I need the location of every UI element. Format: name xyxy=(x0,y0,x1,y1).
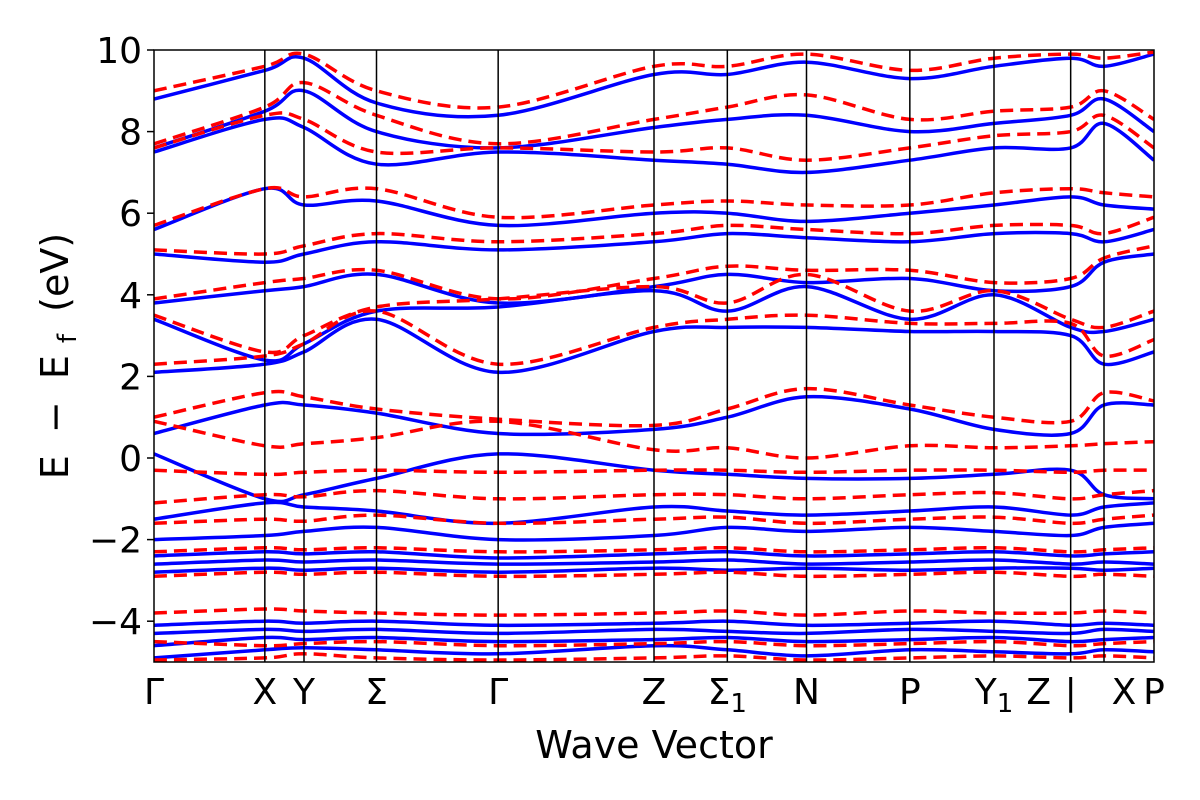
dashed-band-line-15 xyxy=(154,111,1154,162)
x-tick-label-12: X xyxy=(1112,672,1137,713)
x-axis: Γ X Y Σ Γ Z Σ1 N P Y1 Z | X P xyxy=(144,672,1165,719)
y-axis-label-dash: − xyxy=(33,401,77,433)
dashed-band-line-14 xyxy=(154,185,1154,228)
x-tick-label-7: N xyxy=(793,672,820,713)
x-tick-label-5: Z xyxy=(642,672,667,713)
y-axis: 10 8 6 4 2 0 −2 −4 xyxy=(89,31,154,643)
y-axis-label: E − E f (eV) xyxy=(33,233,85,479)
y-tick-label-2: 6 xyxy=(119,194,142,235)
y-axis-label-sub: f xyxy=(53,333,83,343)
y-tick-label-6: −2 xyxy=(89,521,142,562)
kpoint-lines-group xyxy=(264,50,1105,662)
y-tick-label-0: 10 xyxy=(96,31,142,72)
x-tick-label-9: Y1 xyxy=(974,672,1014,719)
y-axis-label-unit: (eV) xyxy=(33,233,77,312)
x-tick-label-8: P xyxy=(899,672,921,713)
x-tick-label-2: Y xyxy=(292,672,316,713)
y-tick-label-5: 0 xyxy=(119,439,142,480)
y-axis-label-e: E xyxy=(33,455,77,479)
x-tick-label-0: Γ xyxy=(144,672,164,713)
dashed-band-line-9 xyxy=(154,386,1154,428)
x-tick-label-11: | xyxy=(1065,672,1077,713)
x-axis-label: Wave Vector xyxy=(535,723,773,767)
solid-band-line-12 xyxy=(154,284,1154,363)
x-tick-label-10: Z xyxy=(1026,672,1051,713)
x-tick-label-4: Γ xyxy=(488,672,508,713)
y-tick-label-4: 2 xyxy=(119,357,142,398)
dashed-band-line-8 xyxy=(154,419,1154,460)
dashed-band-line-17 xyxy=(154,50,1154,110)
x-tick-label-13: P xyxy=(1143,672,1165,713)
y-tick-label-7: −4 xyxy=(89,602,142,643)
plot-frame xyxy=(153,49,1155,663)
y-tick-label-1: 8 xyxy=(119,113,142,154)
y-axis-label-e2: E xyxy=(33,355,77,379)
y-tick-label-3: 4 xyxy=(119,276,142,317)
x-tick-label-6: Σ1 xyxy=(708,672,747,719)
x-tick-label-1: X xyxy=(252,672,277,713)
x-tick-label-3: Σ xyxy=(365,672,388,713)
